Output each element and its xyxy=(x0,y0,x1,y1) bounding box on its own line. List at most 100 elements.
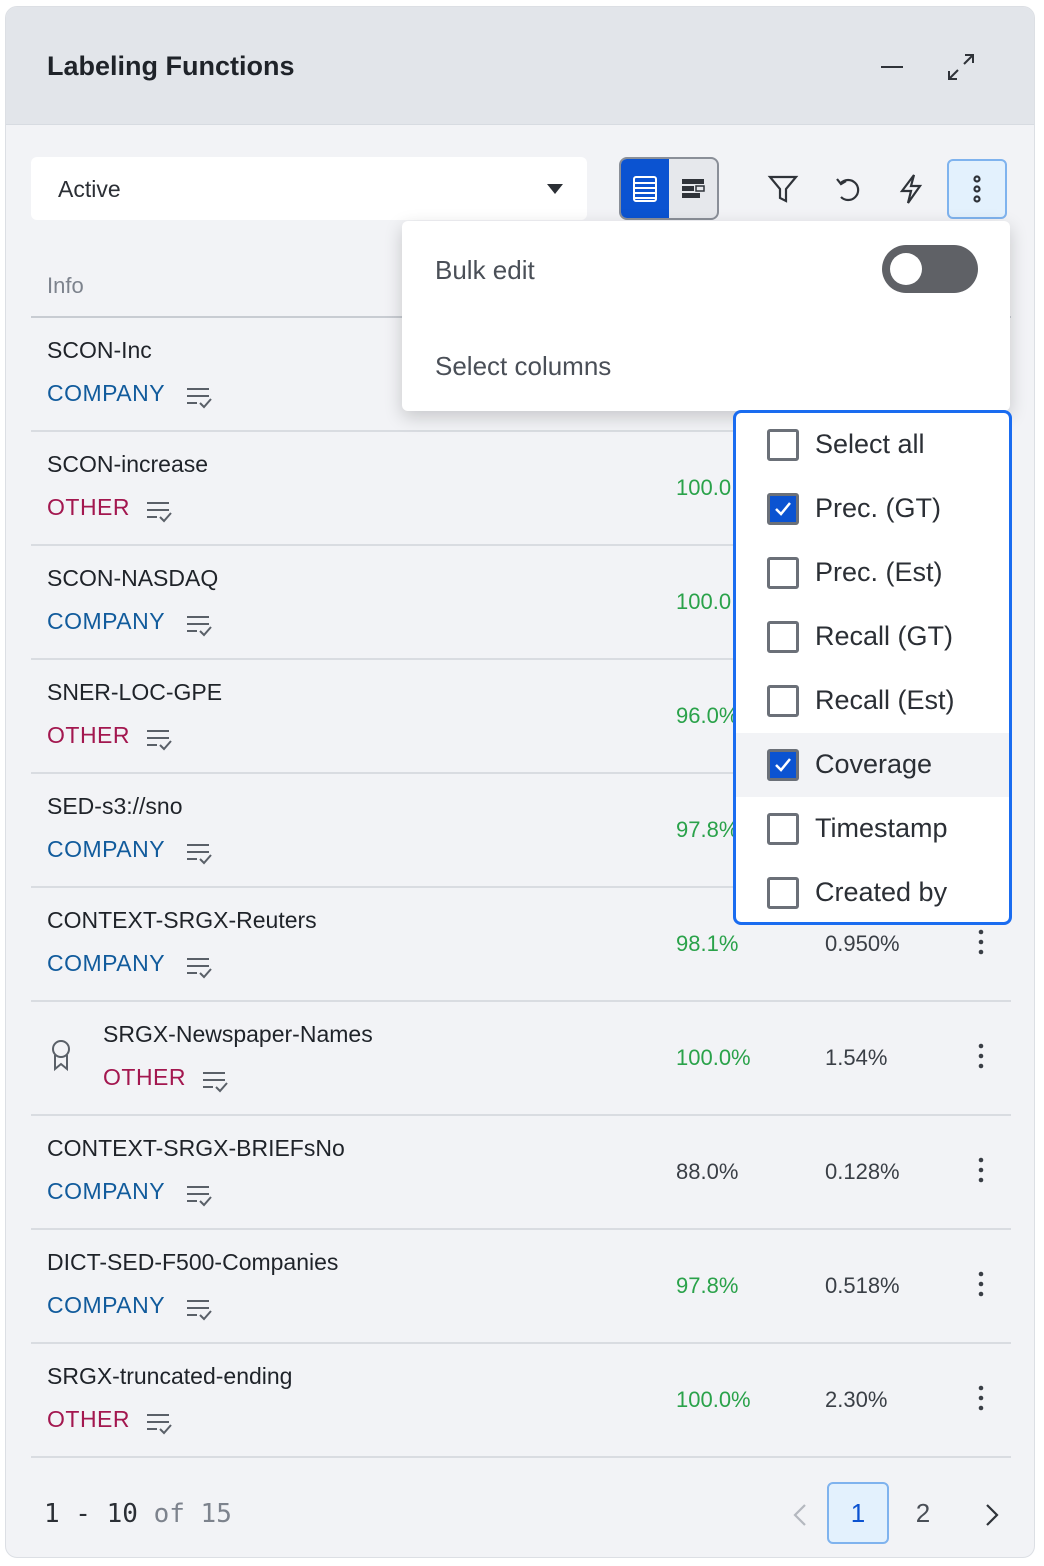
timeline-view-icon xyxy=(682,178,705,198)
lf-name[interactable]: CONTEXT-SRGX-BRIEFsNo xyxy=(47,1135,345,1161)
row-more-button[interactable] xyxy=(969,1038,993,1074)
lf-details-icon[interactable] xyxy=(145,727,173,756)
prev-page-button[interactable] xyxy=(784,1497,816,1533)
more-vert-icon xyxy=(978,929,984,955)
refresh-button[interactable] xyxy=(819,159,879,219)
select-columns-menu-item[interactable]: Select columns xyxy=(435,351,612,381)
lf-details-icon[interactable] xyxy=(185,955,213,984)
row-more-button[interactable] xyxy=(969,1152,993,1188)
lf-details-icon[interactable] xyxy=(201,1069,229,1098)
column-checkbox[interactable] xyxy=(767,749,799,781)
column-checkbox[interactable] xyxy=(767,493,799,525)
column-checkbox[interactable] xyxy=(767,813,799,845)
table-row[interactable]: SNER-LOC-GPE OTHER 96.0% xyxy=(31,660,1011,774)
column-option-label: Recall (GT) xyxy=(815,621,954,651)
checkmark-icon xyxy=(775,502,791,516)
lf-details-icon[interactable] xyxy=(185,1297,213,1326)
column-option[interactable]: Coverage xyxy=(736,733,1009,797)
column-checkbox[interactable] xyxy=(767,685,799,717)
chevron-left-icon xyxy=(793,1504,806,1526)
more-vert-icon xyxy=(978,1043,984,1069)
precision-value: 100.0 xyxy=(676,475,732,500)
row-more-button[interactable] xyxy=(969,924,993,960)
lf-class-tag: OTHER xyxy=(47,722,130,748)
column-option-label: Timestamp xyxy=(815,813,948,843)
timeline-view-button[interactable] xyxy=(669,159,717,218)
lf-name[interactable]: SRGX-Newspaper-Names xyxy=(103,1021,373,1047)
lf-details-icon[interactable] xyxy=(185,613,213,642)
expand-button[interactable] xyxy=(939,45,983,89)
more-options-menu: Bulk edit Select columns xyxy=(402,221,1010,411)
column-option[interactable]: Timestamp xyxy=(736,797,1009,861)
column-option[interactable]: Prec. (Est) xyxy=(736,541,1009,605)
column-option[interactable]: Recall (GT) xyxy=(736,605,1009,669)
lf-name[interactable]: DICT-SED-F500-Companies xyxy=(47,1249,339,1275)
precision-value: 100.0% xyxy=(676,1387,751,1412)
more-options-button[interactable] xyxy=(947,159,1007,219)
filter-icon xyxy=(767,175,799,203)
table-row[interactable]: CONTEXT-SRGX-BRIEFsNo COMPANY 88.0% 0.128% xyxy=(31,1116,1011,1230)
column-checkbox[interactable] xyxy=(767,557,799,589)
view-mode-toggle[interactable] xyxy=(619,157,719,220)
column-option[interactable]: Prec. (GT) xyxy=(736,477,1009,541)
table-row[interactable]: SCON-NASDAQ COMPANY 100.0 xyxy=(31,546,1011,660)
lightning-button[interactable] xyxy=(881,159,941,219)
column-option[interactable]: Created by xyxy=(736,861,1009,922)
page-button-1[interactable]: 1 xyxy=(827,1482,889,1544)
checkmark-icon xyxy=(775,758,791,772)
lf-class-tag: COMPANY xyxy=(47,1178,166,1204)
table-row[interactable]: SCON-Inc COMPANY xyxy=(31,318,1011,432)
table-row[interactable]: SED-s3://sno COMPANY 97.8% xyxy=(31,774,1011,888)
column-checkbox[interactable] xyxy=(767,621,799,653)
table-view-icon xyxy=(633,175,657,202)
chevron-right-icon xyxy=(986,1504,999,1526)
status-filter-select[interactable]: Active xyxy=(31,157,587,220)
lf-class-tag: COMPANY xyxy=(47,836,166,862)
lf-name[interactable]: SNER-LOC-GPE xyxy=(47,679,223,705)
precision-value: 97.8% xyxy=(676,817,739,842)
minimize-button[interactable] xyxy=(870,45,914,89)
precision-value: 88.0% xyxy=(676,1159,739,1184)
refresh-icon xyxy=(836,178,860,202)
column-checkbox[interactable] xyxy=(767,877,799,909)
column-header-info[interactable]: Info xyxy=(47,273,84,298)
page-button-2[interactable]: 2 xyxy=(915,1497,931,1528)
lf-class-tag: COMPANY xyxy=(47,380,166,406)
lf-name[interactable]: SCON-Inc xyxy=(47,337,152,363)
minimize-icon xyxy=(881,66,903,68)
row-more-button[interactable] xyxy=(969,1266,993,1302)
lf-details-icon[interactable] xyxy=(185,841,213,870)
column-option-label: Select all xyxy=(815,429,925,459)
filter-button[interactable] xyxy=(753,159,813,219)
lf-details-icon[interactable] xyxy=(185,385,213,414)
table-row[interactable]: DICT-SED-F500-Companies COMPANY 97.8% 0.518… xyxy=(31,1230,1011,1344)
column-option[interactable]: Recall (Est) xyxy=(736,669,1009,733)
table-view-button[interactable] xyxy=(621,159,669,218)
lf-details-icon[interactable] xyxy=(185,1183,213,1212)
lf-name[interactable]: SED-s3://sno xyxy=(47,793,183,819)
award-icon xyxy=(49,1038,73,1077)
column-option-label: Coverage xyxy=(815,749,933,779)
toggle-knob xyxy=(890,253,922,285)
lf-name[interactable]: SCON-increase xyxy=(47,451,209,477)
coverage-value: 0.518% xyxy=(825,1273,900,1298)
column-option[interactable]: Select all xyxy=(736,413,1009,477)
next-page-button[interactable] xyxy=(976,1497,1008,1533)
lf-name[interactable]: SRGX-truncated-ending xyxy=(47,1363,293,1389)
table-row[interactable]: SRGX-truncated-ending OTHER 100.0% 2.30% xyxy=(31,1344,1011,1458)
table-row[interactable]: CONTEXT-SRGX-Reuters COMPANY 98.1% 0.950% xyxy=(31,888,1011,1002)
lf-class-tag: COMPANY xyxy=(47,608,166,634)
lf-details-icon[interactable] xyxy=(145,499,173,528)
table-row[interactable]: SCON-increase OTHER 100.0 xyxy=(31,432,1011,546)
lf-name[interactable]: SCON-NASDAQ xyxy=(47,565,219,591)
row-more-button[interactable] xyxy=(969,1380,993,1416)
lf-name[interactable]: CONTEXT-SRGX-Reuters xyxy=(47,907,317,933)
column-checkbox[interactable] xyxy=(767,429,799,461)
lf-class-tag: COMPANY xyxy=(47,1292,166,1318)
coverage-value: 0.128% xyxy=(825,1159,900,1184)
table-row[interactable]: SRGX-Newspaper-Names OTHER 100.0% 1.54% xyxy=(31,1002,1011,1116)
bulk-edit-toggle[interactable] xyxy=(882,245,978,293)
lf-details-icon[interactable] xyxy=(145,1411,173,1440)
precision-value: 97.8% xyxy=(676,1273,739,1298)
bulk-edit-menu-item[interactable]: Bulk edit xyxy=(435,255,535,285)
